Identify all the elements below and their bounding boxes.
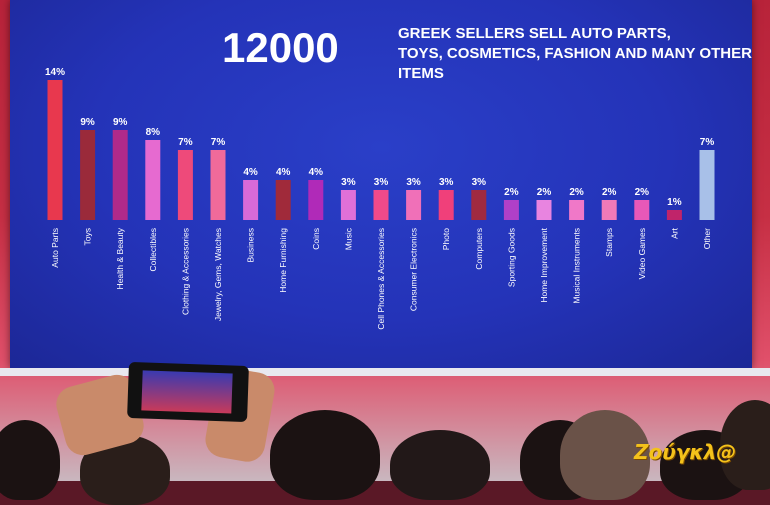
bar-5 — [210, 150, 226, 220]
data-label: 7% — [211, 137, 226, 148]
big-number: 12000 — [222, 24, 339, 71]
category-label: Cell Phones & Accessories — [376, 228, 386, 330]
audience-head — [0, 420, 60, 500]
bar-9 — [340, 190, 356, 220]
category-label: Home Furnishing — [278, 228, 288, 293]
category-label: Other — [702, 228, 712, 249]
data-label: 2% — [635, 187, 650, 198]
data-label: 3% — [341, 177, 356, 188]
bar-10 — [373, 190, 389, 220]
data-label: 2% — [569, 187, 584, 198]
category-label: Photo — [441, 228, 451, 250]
category-label: Sporting Goods — [506, 228, 516, 287]
data-label: 3% — [374, 177, 389, 188]
bars-group: 14% Auto Parts 9% Toys 9% Health & Beauty 8% Co… — [45, 67, 715, 330]
data-label: 3% — [472, 177, 487, 188]
watermark: Ζούγκλ@ — [634, 440, 737, 464]
category-label: Art — [669, 227, 679, 239]
category-label: Computers — [474, 228, 484, 270]
category-label: Coins — [311, 228, 321, 250]
bar-7 — [275, 180, 291, 220]
data-label: 2% — [504, 187, 519, 198]
category-label: Musical Instruments — [572, 228, 582, 304]
data-label: 1% — [667, 197, 682, 208]
headline-line-3: ITEMS — [398, 65, 444, 82]
bar-8 — [308, 180, 324, 220]
bar-1 — [80, 130, 96, 220]
category-label: Collectibles — [148, 228, 158, 271]
data-label: 9% — [80, 117, 95, 128]
data-label: 7% — [700, 137, 715, 148]
bar-4 — [177, 150, 193, 220]
category-label: Health & Beauty — [115, 227, 125, 289]
screen-bottom-strip — [0, 368, 770, 376]
bar-13 — [471, 190, 487, 220]
headline-line-2: TOYS, COSMETICS, FASHION AND MANY OTHER — [398, 45, 752, 62]
projection-screen — [10, 0, 752, 368]
bar-12 — [438, 190, 454, 220]
bar-17 — [601, 200, 617, 220]
bar-15 — [536, 200, 552, 220]
data-label: 3% — [439, 177, 454, 188]
bar-2 — [112, 130, 128, 220]
bar-3 — [145, 140, 161, 220]
bar-6 — [243, 180, 259, 220]
bar-0 — [47, 80, 63, 220]
category-label: Jewelry, Gems, Watches — [213, 228, 223, 321]
data-label: 2% — [537, 187, 552, 198]
data-label: 7% — [178, 137, 193, 148]
bar-14 — [503, 200, 519, 220]
category-label: Clothing & Accessories — [180, 228, 190, 315]
bar-16 — [569, 200, 585, 220]
audience-head — [270, 410, 380, 500]
bar-11 — [406, 190, 422, 220]
data-label: 4% — [276, 167, 291, 178]
category-label: Stamps — [604, 228, 614, 257]
data-label: 14% — [45, 67, 65, 78]
category-label: Business — [246, 228, 256, 263]
category-label: Auto Parts — [50, 228, 60, 268]
data-label: 4% — [243, 167, 258, 178]
category-label: Music — [343, 227, 353, 250]
bar-19 — [666, 210, 682, 220]
data-label: 2% — [602, 187, 617, 198]
category-label: Toys — [83, 228, 93, 245]
audience — [0, 365, 770, 505]
bar-18 — [634, 200, 650, 220]
bar-chart: 12000 GREEK SELLERS SELL AUTO PARTS, TOY… — [45, 24, 752, 330]
category-label: Consumer Electronics — [409, 228, 419, 311]
data-label: 3% — [406, 177, 421, 188]
category-label: Video Games — [637, 228, 647, 279]
phone — [127, 361, 249, 423]
audience-head — [390, 430, 490, 500]
data-label: 4% — [309, 167, 324, 178]
audience-head — [720, 400, 770, 490]
data-label: 9% — [113, 117, 128, 128]
phone-screen — [141, 370, 233, 414]
bar-20 — [699, 150, 715, 220]
category-label: Home Improvement — [539, 227, 549, 302]
data-label: 8% — [146, 127, 161, 138]
headline-line-1: GREEK SELLERS SELL AUTO PARTS, — [398, 25, 671, 42]
